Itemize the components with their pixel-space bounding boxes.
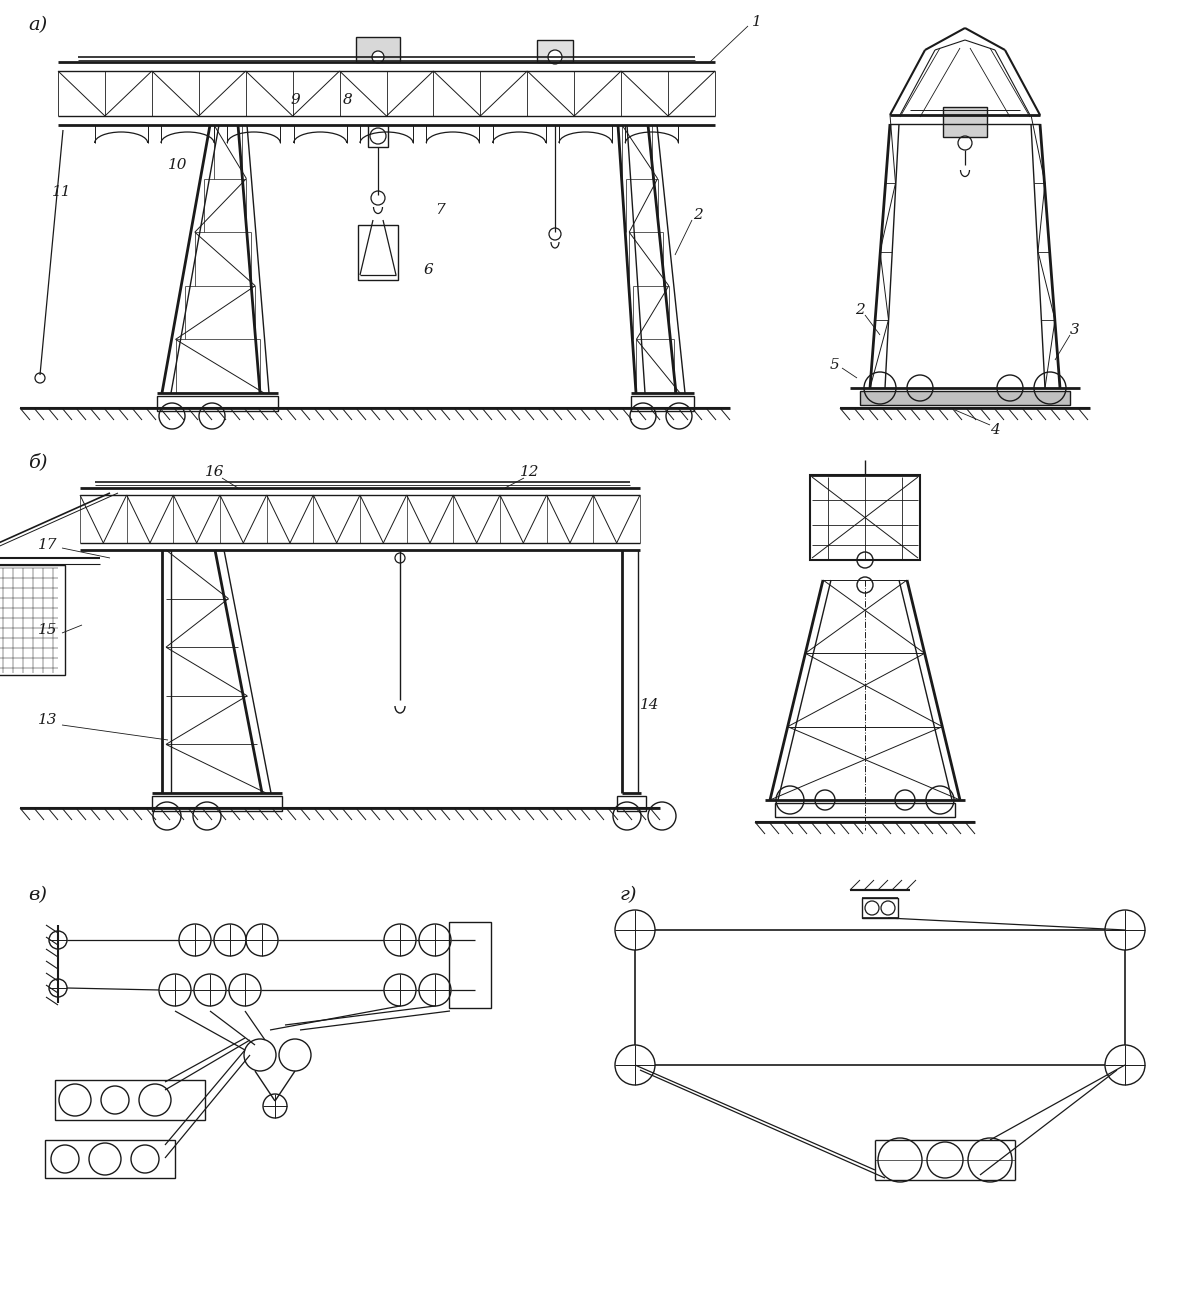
Bar (449, 922, 492, 1008)
Text: 16: 16 (205, 465, 224, 479)
Text: 9: 9 (290, 93, 299, 107)
Circle shape (548, 50, 562, 65)
Bar (617, 796, 645, 811)
Bar (775, 804, 956, 817)
Bar (0, 565, 64, 674)
Text: 13: 13 (38, 713, 57, 727)
Text: 8: 8 (344, 93, 353, 107)
Bar (860, 391, 1070, 404)
Bar (152, 796, 282, 811)
Text: 12: 12 (520, 465, 539, 479)
Bar (356, 37, 400, 62)
Text: 7: 7 (435, 203, 445, 217)
Bar (55, 1080, 205, 1120)
Bar (358, 225, 398, 280)
Bar (942, 107, 987, 137)
Bar (631, 397, 694, 411)
Text: а): а) (27, 16, 48, 34)
Text: 17: 17 (38, 537, 57, 552)
Bar (863, 898, 898, 919)
Bar (157, 397, 278, 411)
Bar (367, 125, 388, 147)
Text: 11: 11 (52, 185, 72, 199)
Bar (45, 1140, 175, 1178)
Text: в): в) (27, 886, 47, 904)
Bar (537, 40, 573, 62)
Text: 15: 15 (38, 623, 57, 637)
Text: 4: 4 (990, 422, 1000, 437)
Text: 2: 2 (855, 304, 865, 317)
Text: 10: 10 (168, 158, 187, 172)
Text: 14: 14 (641, 698, 660, 712)
Text: г): г) (620, 886, 637, 904)
Text: 6: 6 (424, 264, 433, 276)
Text: 3: 3 (1070, 323, 1080, 337)
Bar (810, 475, 920, 559)
Text: 2: 2 (693, 208, 703, 222)
Text: 5: 5 (830, 358, 840, 372)
Text: 1: 1 (752, 16, 762, 28)
Text: б): б) (27, 453, 48, 472)
Circle shape (372, 50, 384, 63)
